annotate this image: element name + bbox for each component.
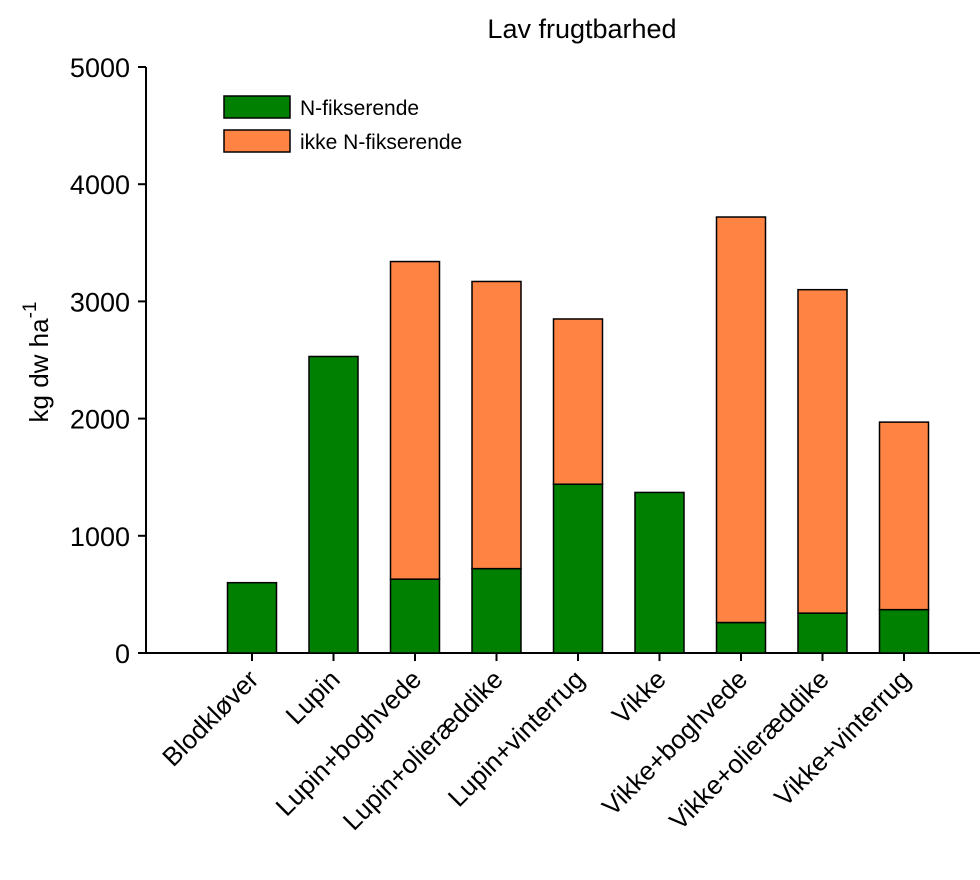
bars-group — [226, 216, 930, 654]
legend-label: ikke N-fikserende — [300, 131, 462, 154]
bar-segment-n-fikserende — [715, 621, 767, 654]
legend: N-fikserende ikke N-fikserende — [223, 95, 462, 154]
y-axis-label: kg dw ha-1 — [20, 302, 54, 423]
y-tick-label: 2000 — [70, 405, 130, 435]
x-tick-label: Lupin — [280, 664, 346, 730]
bar-segment-n-fikserende — [226, 581, 278, 654]
bar-segment-ikke-n-fikserende — [552, 318, 604, 485]
bar-segment-n-fikserende — [878, 608, 930, 654]
bar-segment-ikke-n-fikserende — [471, 280, 522, 570]
bar-segment-n-fikserende — [471, 567, 522, 654]
bar-segment-n-fikserende — [552, 483, 604, 654]
x-tick-label: Vikke+boghvede — [596, 664, 753, 821]
x-tick-label: Lupin+boghvede — [270, 664, 428, 822]
bar-segment-ikke-n-fikserende — [715, 216, 767, 624]
chart-title: Lav frugtbarhed — [487, 14, 676, 44]
x-axis: Blodkløver LupinLupin+boghvedeLupin+olier… — [146, 652, 980, 836]
bar-segment-n-fikserende — [797, 612, 848, 654]
x-tick-label: Blodkløver — [156, 664, 264, 772]
y-axis-label-text: kg dw ha — [24, 318, 54, 423]
bar-segment-ikke-n-fikserende — [878, 421, 930, 611]
bar-segment-n-fikserende — [389, 578, 441, 654]
legend-swatch — [223, 95, 291, 119]
bar-segment-ikke-n-fikserende — [389, 260, 441, 580]
y-tick-label: 0 — [115, 639, 130, 669]
y-tick-label: 4000 — [70, 170, 130, 200]
legend-label: N-fikserende — [300, 97, 419, 120]
bar-segment-n-fikserende — [308, 355, 359, 654]
y-axis: 0 1000 2000 3000 4000 5000 — [70, 53, 147, 669]
y-tick-label: 3000 — [70, 287, 130, 317]
y-axis-label-superscript: -1 — [20, 302, 41, 319]
bar-segment-n-fikserende — [634, 491, 685, 654]
y-tick-label: 5000 — [70, 53, 130, 83]
x-tick-label: Vikke — [606, 664, 672, 730]
legend-swatch — [223, 129, 291, 153]
y-tick-label: 1000 — [70, 522, 130, 552]
bar-segment-ikke-n-fikserende — [797, 288, 848, 614]
